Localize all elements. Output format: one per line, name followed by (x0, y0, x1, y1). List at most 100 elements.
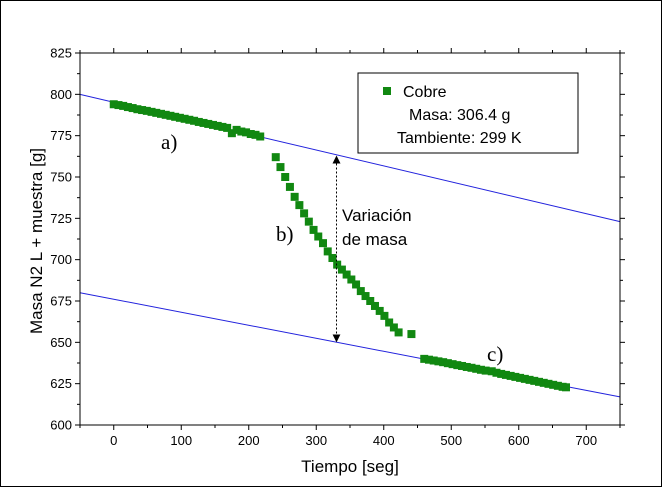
data-point (175, 113, 184, 122)
data-point (237, 127, 246, 136)
data-point (530, 376, 539, 385)
data-point (242, 128, 251, 137)
data-point (161, 110, 170, 119)
data-point (361, 292, 370, 301)
data-point (472, 364, 481, 373)
y-tick-label: 775 (50, 128, 72, 143)
y-tick-label: 725 (50, 211, 72, 226)
x-tick-label: 500 (440, 433, 462, 448)
data-point (562, 383, 570, 392)
data-point (370, 301, 379, 310)
variation-label-line1: Variación (342, 206, 412, 225)
x-tick-label: 0 (110, 433, 117, 448)
x-tick-label: 300 (305, 433, 327, 448)
data-point (380, 311, 389, 320)
data-point (147, 107, 156, 116)
data-point (506, 371, 515, 380)
data-point (271, 153, 280, 162)
x-tick-label: 700 (575, 433, 597, 448)
data-point (171, 112, 180, 121)
y-tick-label: 700 (50, 252, 72, 267)
data-point (467, 363, 476, 372)
data-point (544, 379, 553, 388)
data-point (180, 114, 189, 123)
data-point (285, 182, 294, 191)
y-tick-label: 800 (50, 87, 72, 102)
data-point (223, 123, 232, 132)
data-point (114, 101, 123, 110)
data-point (319, 239, 327, 248)
data-point (204, 119, 213, 128)
data-point (375, 306, 384, 315)
data-point (481, 366, 490, 375)
label-c: c) (487, 342, 503, 366)
x-tick-label: 400 (373, 433, 395, 448)
data-point (539, 378, 548, 387)
data-point (342, 270, 351, 279)
x-axis-title: Tiempo [seg] (301, 457, 399, 476)
data-point (476, 365, 485, 374)
data-point (535, 377, 543, 386)
data-point (119, 101, 128, 110)
data-point (295, 201, 304, 210)
data-point (232, 125, 241, 134)
data-point (549, 380, 558, 389)
data-point (276, 163, 285, 172)
y-tick-label: 675 (50, 294, 72, 309)
label-a: a) (161, 130, 177, 154)
data-point (323, 247, 332, 256)
data-point (157, 109, 165, 118)
data-point (443, 359, 452, 368)
data-point (256, 132, 265, 141)
data-point (246, 130, 255, 139)
data-point (429, 356, 438, 365)
data-point (352, 280, 361, 289)
y-tick-label: 825 (50, 46, 72, 61)
data-point (152, 108, 161, 117)
legend-box (357, 72, 579, 154)
data-point (394, 328, 403, 337)
data-point (123, 103, 132, 112)
data-point (281, 173, 290, 181)
data-point (439, 358, 448, 367)
data-point (227, 129, 236, 138)
data-point (347, 275, 356, 284)
data-point (142, 106, 151, 115)
legend-temperature: Tambiente: 299 K (397, 130, 522, 147)
data-point (553, 381, 562, 390)
data-point (385, 318, 394, 327)
data-point (218, 122, 227, 131)
data-point (309, 225, 318, 234)
y-tick-label: 600 (50, 418, 72, 433)
legend-series-name: Cobre (403, 84, 447, 101)
data-point (109, 100, 118, 109)
data-point (194, 117, 203, 126)
data-point (290, 192, 299, 201)
y-tick-label: 750 (50, 170, 72, 185)
data-point (300, 209, 309, 218)
data-point (133, 105, 142, 114)
data-point (389, 323, 398, 332)
data-point (516, 373, 525, 382)
data-point (328, 254, 337, 263)
data-point (251, 130, 260, 139)
legend: Cobre Masa: 306.4 g Tambiente: 299 K (357, 72, 579, 154)
data-point (166, 111, 175, 120)
data-point (366, 297, 375, 305)
data-point (138, 106, 147, 115)
data-point (185, 115, 194, 124)
data-point (462, 362, 471, 371)
data-point (190, 116, 199, 125)
data-point (304, 217, 313, 226)
data-point (501, 370, 510, 379)
y-axis-title: Masa N2 L + muestra [g] (27, 148, 46, 334)
x-tick-label: 600 (508, 433, 530, 448)
x-tick-label: 200 (238, 433, 260, 448)
data-point (434, 357, 443, 366)
data-point (458, 361, 467, 370)
y-tick-label: 650 (50, 335, 72, 350)
legend-mass: Masa: 306.4 g (409, 107, 510, 124)
data-point (424, 355, 433, 364)
variation-label-line2: de masa (342, 230, 408, 249)
data-markers (109, 100, 570, 392)
